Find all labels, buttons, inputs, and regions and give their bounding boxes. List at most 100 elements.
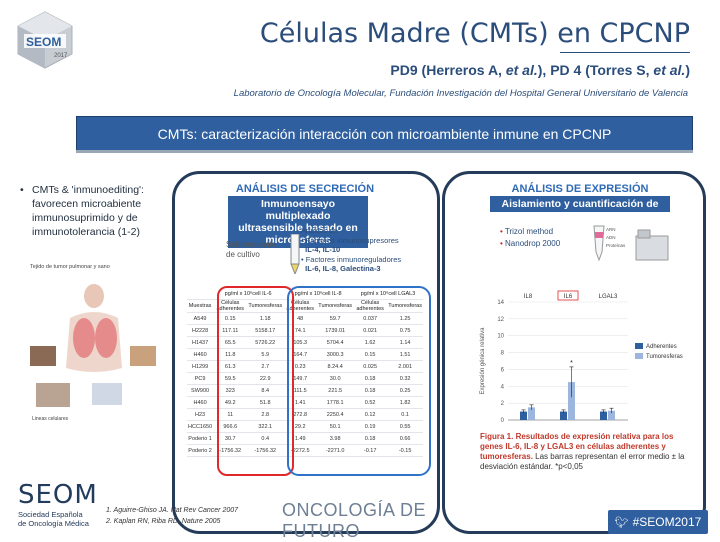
table-cell: 30.7 xyxy=(213,432,248,445)
table-cell: 323 xyxy=(213,384,248,397)
section-banner: CMTs: caracterización interacción con mi… xyxy=(76,116,693,152)
table-cell: 30.0 xyxy=(317,372,354,385)
method-list: • Trizol method • Nanodrop 2000 xyxy=(500,226,610,250)
expression-panel xyxy=(442,171,706,534)
table-cell: 0.15 xyxy=(353,348,388,361)
table-row-label: SW900 xyxy=(187,384,214,397)
secretion-panel xyxy=(172,171,440,534)
table-cell: 0.25 xyxy=(387,384,423,397)
chart-legend-swatch xyxy=(635,353,643,359)
table-body: A549 0.15 1.18 48 59.7 0.037 1.25 H2228 117.11 51… xyxy=(187,312,423,457)
lab-affiliation: Laboratorio de Oncología Molecular, Fund… xyxy=(233,88,688,99)
device-label: Proteínas xyxy=(606,243,626,248)
method-item: • Nanodrop 2000 xyxy=(500,239,561,248)
analysis-list: Análisis de: • Factores inmunosupresores… xyxy=(301,226,421,274)
table-row-label: H2228 xyxy=(187,324,214,337)
table-row: H460 49.2 51.8 1.41 1778.1 0.52 1.82 xyxy=(187,396,423,409)
chart-bars xyxy=(520,366,615,420)
device-label: ADN xyxy=(606,235,616,240)
nanodrop-arm xyxy=(637,229,651,239)
table-row-label: H23 xyxy=(187,408,214,421)
subtitle-part: PD9 (Herreros A, xyxy=(390,62,506,78)
logo-year: 2017 xyxy=(54,53,68,59)
seom-logo-word: SEOM xyxy=(18,480,98,510)
il6-highlight-box xyxy=(217,286,294,476)
table-cell: -1756.32 xyxy=(213,444,248,457)
table-cell: 50.1 xyxy=(317,420,354,433)
subtitle-part: ), PD 4 (Torres S, xyxy=(537,62,654,78)
table-group-header: pg/ml x 10⁶cell LGAL3 xyxy=(353,288,423,300)
table-cell: 0.15 xyxy=(213,312,248,325)
slogan: ONCOLOGÍA DE FUTURO xyxy=(282,500,427,541)
table-row-label: H460 xyxy=(187,396,214,409)
chart-bar xyxy=(528,407,535,420)
seom-logo: SEOM Sociedad Española de Oncología Médi… xyxy=(18,480,108,528)
table-cell: 0.12 xyxy=(353,408,388,421)
references: 1. Aguirre-Ghiso JA. Nat Rev Cancer 2007… xyxy=(106,505,276,527)
banner-shadow xyxy=(76,150,693,153)
table-cell: 0.66 xyxy=(387,432,423,445)
table-cell: 1.25 xyxy=(387,312,423,325)
table-cell: 0.75 xyxy=(387,324,423,337)
table-cell: 0.52 xyxy=(353,396,388,409)
table-row: Poderio 1 30.7 0.4 1.49 3.98 0.18 0.66 xyxy=(187,432,423,445)
expression-heading: ANÁLISIS DE EXPRESIÓN xyxy=(511,183,649,195)
head-shape xyxy=(84,284,104,308)
table-cell: -0.17 xyxy=(353,444,388,457)
method-text: Nanodrop 2000 xyxy=(505,239,561,248)
table-cell: 105.3 xyxy=(283,336,318,349)
table-cell: 11.8 xyxy=(213,348,248,361)
secretion-heading: ANÁLISIS DE SECRECIÓN xyxy=(235,183,375,195)
tube-band xyxy=(595,232,603,238)
chart-legend-label: Tumoresferas xyxy=(646,354,683,360)
table-cell: 49.2 xyxy=(213,396,248,409)
chart-category-label: IL8 xyxy=(524,294,533,300)
table-cell: 966.6 xyxy=(213,420,248,433)
table-cell: 48 xyxy=(283,312,318,325)
table-cell: 5726.22 xyxy=(247,336,284,349)
analysis-item-text: Factores inmunosupresores xyxy=(305,235,399,245)
il8-lgal3-highlight-box xyxy=(287,286,431,476)
table-cell: 1.14 xyxy=(387,336,423,349)
table-cell: 5158.17 xyxy=(247,324,284,337)
chart-labels: 0 2 4 6 8 10 12 14 IL8 IL6 * LGAL3 xyxy=(497,290,618,424)
chart-y-tick-label: 4 xyxy=(501,384,505,390)
table-cell: 8.4 xyxy=(247,384,284,397)
table-cell: 1.41 xyxy=(283,396,318,409)
table-group-header: pg/ml x 10⁶cell IL-6 xyxy=(213,288,284,300)
table-cell: 322.1 xyxy=(247,420,284,433)
chart-legend: Adherentes Tumoresferas xyxy=(635,343,683,360)
table-cell: 1.62 xyxy=(353,336,388,349)
table-row: H2228 117.11 5158.17 74.1 1739.01 0.021 0.75 xyxy=(187,324,423,337)
intro-bullet: • CMTs & 'inmunoediting': favorecen micr… xyxy=(20,183,170,239)
secretion-table: pg/ml x 10⁶cell IL-6 pg/ml x 10⁶cell IL-… xyxy=(187,288,423,474)
analysis-title: Análisis de: xyxy=(301,226,340,235)
table-cell: 0.1 xyxy=(387,408,423,421)
table-column-header: Muestras xyxy=(187,299,214,313)
analysis-item: • Factores inmunosupresores xyxy=(301,235,399,245)
chart-y-axis-label: Expresión génica relativa xyxy=(480,327,486,395)
chart-significance-mark: * xyxy=(570,360,573,367)
table-cell: 3000.3 xyxy=(317,348,354,361)
table-cell: -1756.32 xyxy=(247,444,284,457)
table-subheader-row: Muestras Células adherentes Tumoresferas Cé… xyxy=(187,299,423,313)
chart-bar xyxy=(560,411,567,420)
table-cell: 0.23 xyxy=(283,360,318,373)
chart-bar xyxy=(568,382,575,420)
chart-legend-swatch xyxy=(635,343,643,349)
bullet-dot: • xyxy=(20,184,24,196)
table-cell: 111.5 xyxy=(283,384,318,397)
table-column-header: Células adherentes xyxy=(213,299,248,313)
table-row: HCC1650 966.6 322.1 29.2 50.1 0.19 0.55 xyxy=(187,420,423,433)
table-cell: 0.4 xyxy=(247,432,284,445)
caption-head: Figura 1. Resultados de expresión relati… xyxy=(480,432,674,461)
table-group-header: pg/ml x 10⁶cell IL-8 xyxy=(283,288,354,300)
hashtag-badge[interactable]: 🐦︎ #SEOM2017 xyxy=(608,510,708,534)
bullet-text: CMTs & 'inmunoediting': favorecen microa… xyxy=(32,184,144,238)
subtitle-etal-1: et al. xyxy=(505,62,538,78)
title-underline xyxy=(560,52,690,53)
histology-image-2 xyxy=(130,346,156,366)
table-cell: 1.18 xyxy=(247,312,284,325)
analysis-item-text: IL-4, IL-10 xyxy=(305,245,341,254)
table-cell: 149.7 xyxy=(283,372,318,385)
